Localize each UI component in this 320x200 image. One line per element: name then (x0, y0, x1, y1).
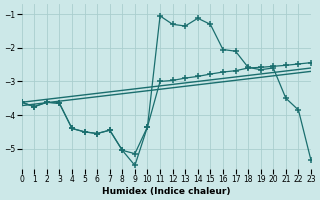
X-axis label: Humidex (Indice chaleur): Humidex (Indice chaleur) (102, 187, 231, 196)
